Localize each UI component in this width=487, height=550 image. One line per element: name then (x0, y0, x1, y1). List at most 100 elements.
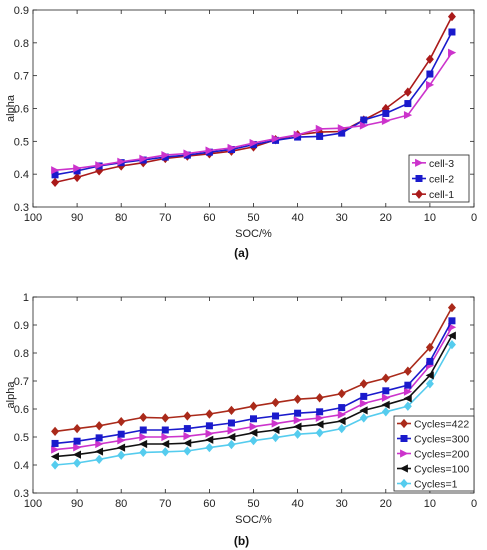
data-point (139, 432, 148, 442)
data-point (205, 409, 214, 419)
data-point (271, 419, 280, 428)
data-point (359, 399, 369, 408)
data-point (227, 419, 235, 427)
data-point (117, 450, 126, 460)
y-tick-label: 0.4 (14, 169, 29, 181)
data-point (337, 410, 346, 419)
data-point (51, 426, 60, 437)
legend-item: cell-3 (412, 158, 454, 170)
x-tick-label: 10 (424, 498, 436, 510)
data-point (161, 447, 170, 457)
data-point (73, 172, 82, 183)
legend-item: cell-2 (412, 174, 454, 186)
data-point (139, 426, 147, 434)
data-point (315, 393, 324, 403)
legend-label: Cycles=300 (414, 434, 469, 446)
data-point (117, 430, 125, 438)
data-point (359, 406, 368, 415)
y-tick-label: 0.8 (14, 348, 29, 360)
x-tick-label: 10 (424, 212, 436, 224)
x-tick-label: 50 (247, 498, 259, 510)
data-point (404, 381, 412, 389)
data-point (139, 447, 148, 458)
data-point (382, 387, 390, 395)
data-point (293, 422, 302, 431)
series-cycles-1 (51, 339, 456, 470)
data-point (315, 124, 324, 133)
y-tick-label: 0.5 (14, 136, 29, 148)
data-point (117, 436, 126, 445)
series-cycles-100 (50, 331, 456, 461)
x-tick-label: 40 (291, 498, 303, 510)
data-point (139, 412, 148, 423)
x-tick-label: 70 (159, 498, 171, 510)
plot-area (32, 9, 475, 208)
data-point (227, 426, 236, 435)
data-point (293, 416, 302, 425)
x-tick-label: 100 (24, 212, 42, 224)
data-point (315, 420, 324, 429)
data-point (51, 166, 60, 175)
legend-item: Cycles=200 (397, 449, 469, 461)
data-point (183, 425, 191, 433)
y-axis-label: alpha (5, 94, 17, 122)
x-tick-label: 90 (71, 212, 83, 224)
series-line (54, 52, 453, 171)
series-line (54, 307, 453, 433)
data-point (447, 331, 456, 340)
data-point (360, 116, 368, 124)
series-cell-3 (51, 48, 457, 175)
data-point (249, 428, 258, 437)
data-point (51, 445, 60, 454)
x-tick-label: 0 (471, 212, 477, 224)
data-point (338, 404, 346, 412)
data-point (359, 121, 369, 130)
data-point (381, 407, 390, 417)
legend-label: Cycles=1 (414, 479, 458, 491)
data-point (73, 164, 82, 173)
data-point (381, 400, 390, 409)
data-point (95, 454, 104, 465)
data-point (161, 151, 170, 160)
y-tick-label: 0.6 (14, 104, 29, 116)
legend-marker (400, 418, 408, 429)
chart-b: 100 90 80 70 60 50 40 30 20 10 00.30.40.50.60.70.8… (5, 292, 477, 548)
x-tick-label: 20 (380, 498, 392, 510)
data-point (183, 411, 192, 421)
data-point (293, 130, 302, 139)
data-point (73, 437, 81, 445)
data-point (139, 154, 148, 163)
data-point (50, 452, 59, 461)
data-point (161, 439, 170, 449)
y-tick-label: 0.5 (14, 432, 29, 444)
series-cell-2 (51, 28, 456, 179)
data-point (51, 439, 59, 447)
y-tick-label: 0.6 (14, 404, 29, 416)
series-cycles-200 (51, 323, 457, 454)
series-cell-1 (51, 11, 456, 188)
legend-item: Cycles=100 (397, 464, 469, 476)
data-point (250, 415, 258, 423)
data-point (205, 435, 214, 444)
data-point (183, 432, 192, 441)
series-line (54, 16, 453, 184)
data-point (51, 460, 60, 470)
y-tick-label: 0.9 (14, 320, 29, 332)
data-point (51, 177, 60, 188)
data-point (403, 87, 412, 97)
data-point (448, 317, 456, 325)
data-point (403, 394, 412, 403)
data-point (425, 80, 435, 89)
legend-marker (415, 189, 423, 199)
legend-item: Cycles=1 (397, 479, 458, 491)
data-point (73, 458, 82, 468)
data-point (249, 401, 258, 411)
legend: cell-3 cell-2 cell-1 (408, 154, 470, 203)
data-point (95, 421, 104, 431)
data-point (73, 423, 82, 434)
legend-marker (400, 478, 408, 489)
data-point (94, 447, 104, 456)
data-point (337, 124, 346, 133)
x-axis-label: SOC/% (235, 228, 272, 240)
